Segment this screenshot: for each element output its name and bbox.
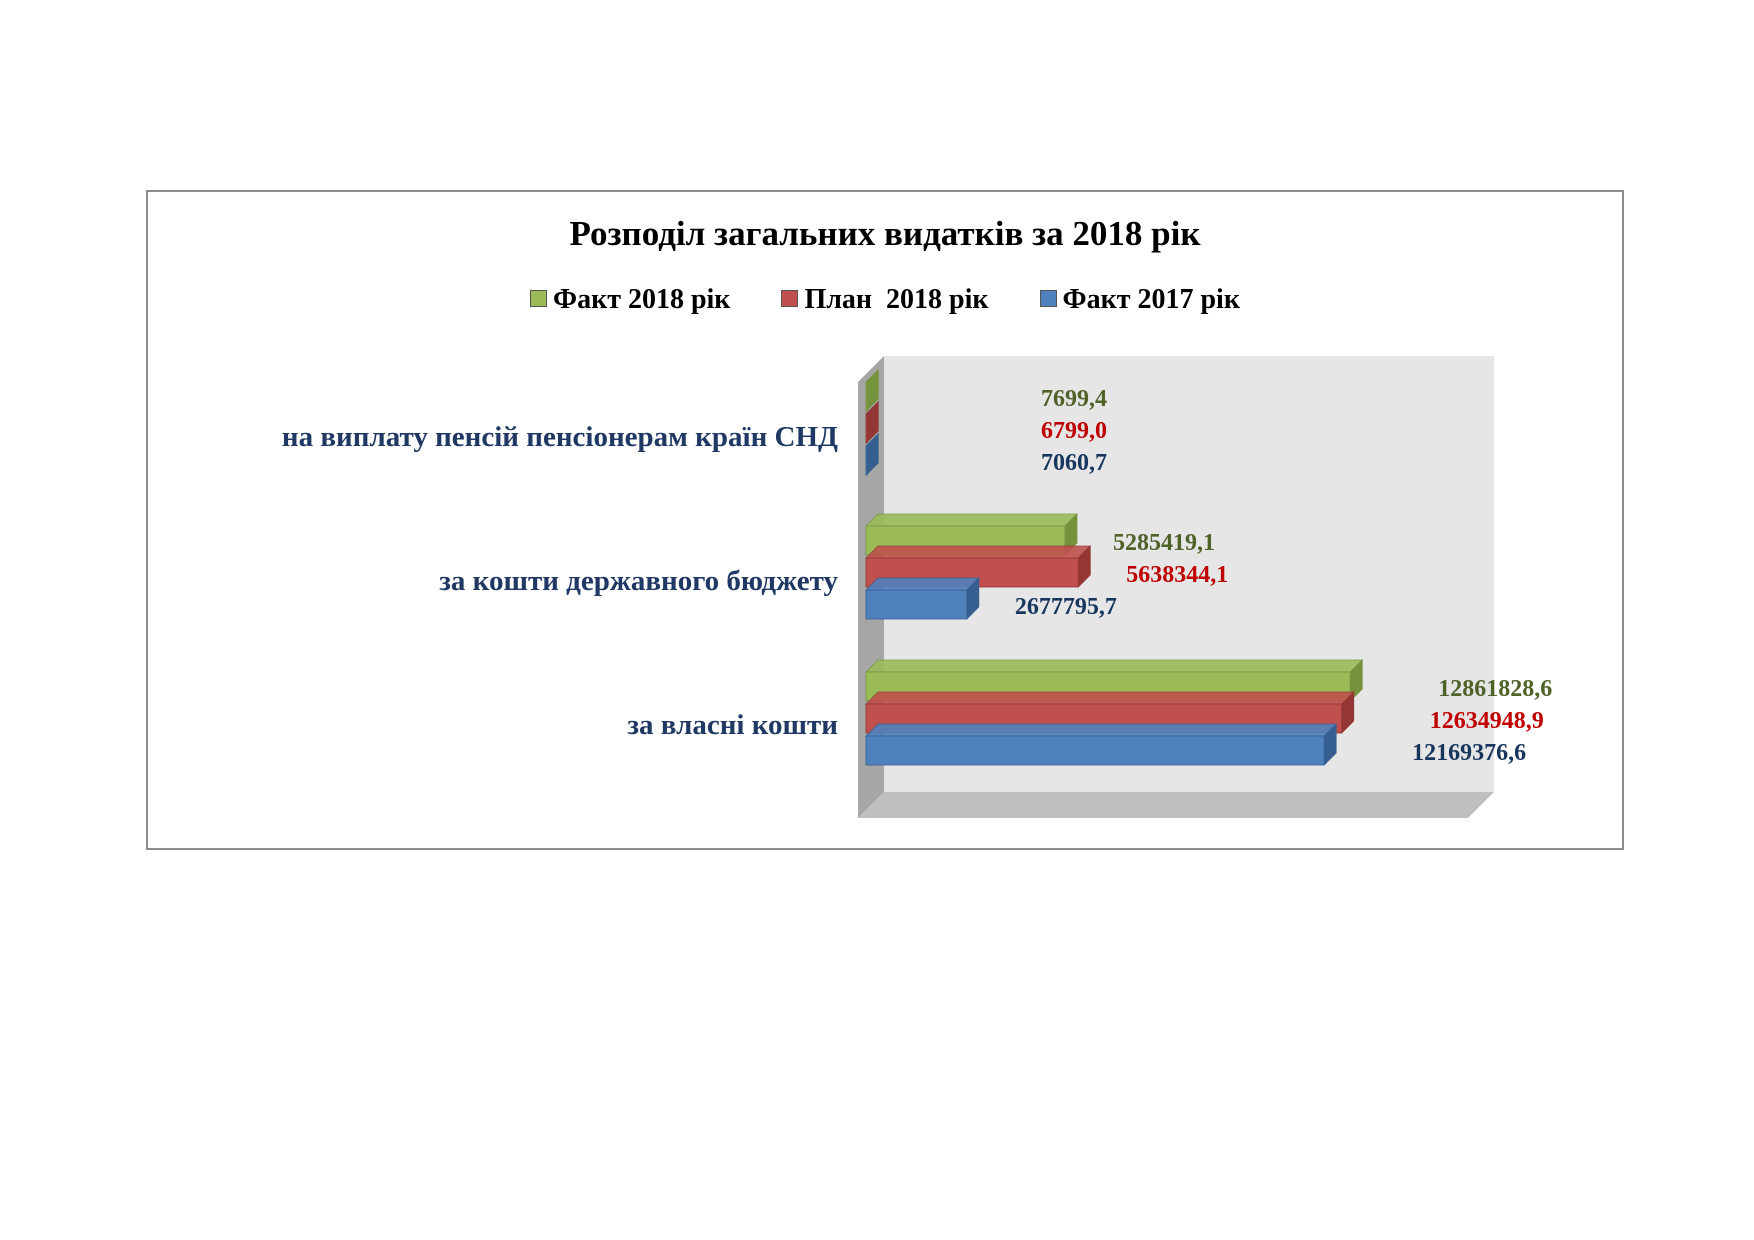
data-label-s2-c0: 7060,7: [1041, 450, 1107, 476]
bar-top-s2-c2: [865, 723, 1338, 737]
data-label-s1-c2: 12634948,9: [1430, 708, 1544, 734]
data-label-s2-c1: 2677795,7: [1015, 594, 1117, 620]
bar-top-s0-c1: [865, 513, 1078, 527]
plot-floor: [858, 792, 1494, 818]
bar-top-s2-c1: [865, 577, 980, 591]
category-label-2: за власні кошти: [627, 709, 838, 741]
plot-area: 7699,4 5285419,1 12861828,6 6799,0 5638344,1…: [282, 356, 1552, 818]
legend-label-fact-2018: Факт 2018 рік: [553, 284, 731, 315]
legend-swatch-plan-2018: [781, 290, 799, 307]
chart-title: Розподіл загальних видатків за 2018 рік: [569, 214, 1201, 253]
data-label-s1-c1: 5638344,1: [1126, 562, 1228, 588]
category-label-0: на виплату пенсій пенсіонерам країн СНД: [282, 421, 838, 453]
bar-s2-c0: [865, 445, 868, 476]
legend-swatch-fact-2017: [1039, 290, 1057, 307]
legend-item-fact-2018: Факт 2018 рік: [530, 284, 730, 316]
legend-swatch-fact-2018: [530, 290, 548, 307]
category-label-1: за кошти державного бюджету: [439, 565, 838, 597]
data-label-s0-c1: 5285419,1: [1113, 530, 1215, 556]
legend-label-fact-2017: Факт 2017 рік: [1062, 284, 1240, 315]
bar-s1-c0: [865, 413, 868, 444]
bar-s2-c1: [865, 589, 968, 620]
bar-s2-c2: [865, 735, 1325, 766]
data-label-s1-c0: 6799,0: [1041, 418, 1107, 444]
data-label-s0-c2: 12861828,6: [1438, 676, 1552, 702]
chart-frame: Розподіл загальних видатків за 2018 рік …: [146, 190, 1624, 850]
legend: Факт 2018 рік План 2018 рік Факт 2017 рі…: [148, 284, 1622, 316]
bar-top-s1-c1: [865, 545, 1092, 559]
legend-label-plan-2018: План 2018 рік: [804, 284, 989, 315]
bar-top-s1-c2: [865, 691, 1355, 705]
data-label-s0-c0: 7699,4: [1041, 386, 1107, 412]
legend-item-fact-2017: Факт 2017 рік: [1039, 284, 1240, 316]
bar-top-s0-c2: [865, 659, 1364, 673]
data-label-s2-c2: 12169376,6: [1412, 740, 1526, 766]
bar-s0-c0: [865, 381, 868, 412]
legend-item-plan-2018: План 2018 рік: [781, 284, 989, 316]
